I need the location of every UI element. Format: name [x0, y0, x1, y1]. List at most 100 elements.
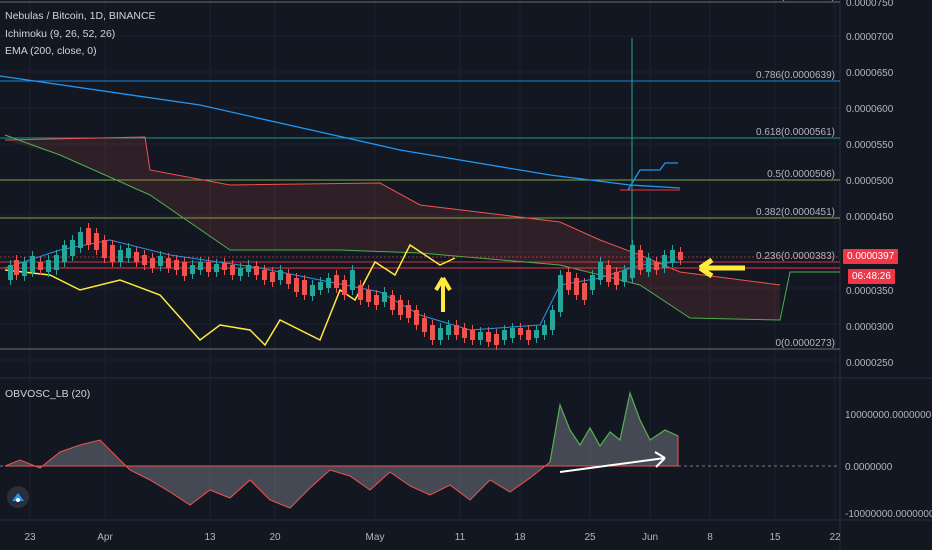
candle — [502, 330, 507, 340]
time-axis-label: 11 — [455, 532, 466, 543]
time-axis-label: 23 — [24, 532, 36, 543]
candle — [622, 270, 627, 282]
time-axis-label: Apr — [97, 532, 113, 543]
candle — [142, 255, 147, 265]
candle — [102, 240, 107, 258]
current-price-tag: 0.0000397 — [843, 249, 899, 264]
candle — [342, 280, 347, 295]
time-axis-label: 8 — [707, 532, 713, 543]
white-trend-arrow — [559, 451, 666, 473]
candle — [558, 275, 563, 312]
candle — [158, 256, 163, 266]
candle — [678, 252, 683, 260]
price-axis-label: 0.0000500 — [846, 176, 894, 187]
candle — [206, 262, 211, 272]
fib-label: 0(0.0000273) — [776, 338, 836, 349]
candle — [598, 262, 603, 280]
candle — [246, 265, 251, 272]
ichimoku-cloud — [5, 137, 780, 320]
fib-label: 0.382(0.0000451) — [756, 207, 835, 218]
time-axis-label: 25 — [584, 532, 596, 543]
candle — [462, 328, 467, 338]
candle — [654, 262, 659, 270]
candle — [214, 264, 219, 272]
candle — [590, 275, 595, 290]
ema-legend[interactable]: EMA (200, close, 0) — [5, 45, 97, 57]
candle — [390, 295, 395, 310]
candle — [494, 334, 499, 345]
candle — [614, 272, 619, 285]
fib-label: 0.786(0.0000639) — [756, 70, 835, 81]
candle — [294, 278, 299, 292]
candle — [38, 262, 43, 270]
time-axis-label: 18 — [514, 532, 526, 543]
price-axis-label: 0.0000350 — [846, 286, 894, 297]
price-axis-label: 0.0000700 — [846, 32, 894, 43]
candle — [262, 270, 267, 280]
candle — [270, 272, 275, 282]
candle — [198, 262, 203, 270]
candle — [334, 275, 339, 288]
fib-label: 0.618(0.0000561) — [756, 127, 835, 138]
candle — [94, 233, 99, 250]
candle — [406, 305, 411, 318]
senkou-a-line — [4, 136, 781, 286]
candle — [238, 268, 243, 276]
candle — [574, 278, 579, 295]
candle — [414, 310, 419, 325]
candle — [22, 262, 27, 276]
fib-label: 0.5(0.0000506) — [767, 169, 835, 180]
candle — [606, 265, 611, 282]
candle — [438, 328, 443, 340]
candle — [134, 252, 139, 262]
candle — [118, 250, 123, 262]
candle — [358, 285, 363, 300]
candle — [638, 250, 643, 270]
price-axis-label: 0.0000450 — [846, 212, 894, 223]
candle — [526, 330, 531, 340]
time-axis-label: 22 — [829, 532, 841, 543]
candle — [8, 265, 13, 280]
candle — [310, 285, 315, 296]
candle — [662, 255, 667, 268]
candle — [454, 325, 459, 335]
candle — [30, 256, 35, 272]
candle — [318, 282, 323, 290]
ema-segment — [627, 162, 678, 191]
time-axis-label: 20 — [269, 532, 281, 543]
candle — [326, 278, 331, 288]
candle — [278, 270, 283, 280]
candle — [254, 266, 259, 275]
candle — [62, 245, 67, 262]
candle — [478, 332, 483, 340]
candle — [110, 245, 115, 262]
candle — [302, 280, 307, 295]
candle — [550, 310, 555, 330]
tradingview-logo-icon[interactable] — [7, 486, 29, 508]
candle — [174, 260, 179, 270]
osc-axis-label: 0.0000000 — [845, 462, 893, 473]
candle — [14, 260, 19, 275]
candle — [646, 258, 651, 272]
candle — [70, 240, 75, 256]
yellow-left-arrow — [698, 257, 745, 279]
candle — [126, 248, 131, 258]
ichimoku-legend[interactable]: Ichimoku (9, 26, 52, 26) — [5, 28, 116, 40]
chikou-line — [4, 243, 456, 347]
candle — [382, 292, 387, 302]
candle — [470, 330, 475, 340]
candle — [446, 325, 451, 335]
time-axis-label: Jun — [642, 532, 658, 543]
candle — [486, 332, 491, 342]
candle — [286, 274, 291, 284]
candle — [398, 300, 403, 315]
candle — [78, 232, 83, 248]
oscillator-legend[interactable]: OBVOSC_LB (20) — [5, 388, 91, 400]
ema-line — [0, 75, 681, 189]
candle — [230, 265, 235, 275]
price-axis-label: 0.0000600 — [846, 104, 894, 115]
time-axis-label: May — [366, 532, 385, 543]
candle — [46, 260, 51, 272]
price-axis-label: 0.0000250 — [846, 358, 894, 369]
